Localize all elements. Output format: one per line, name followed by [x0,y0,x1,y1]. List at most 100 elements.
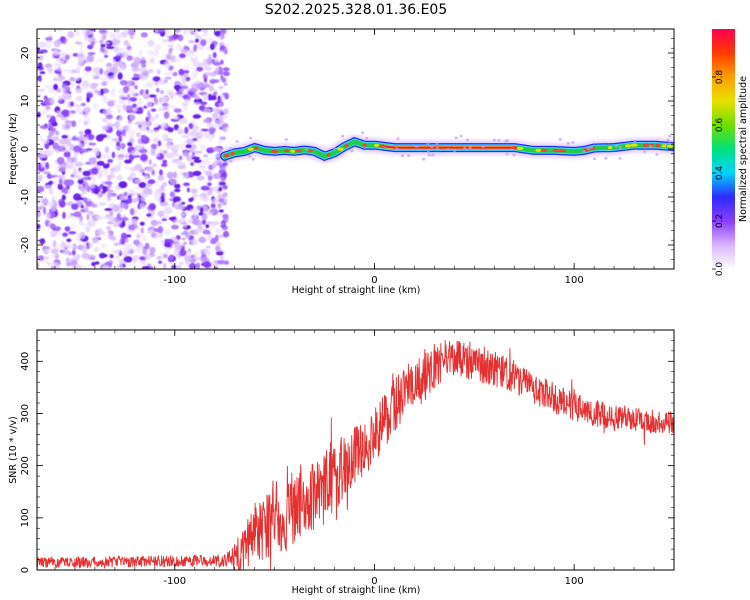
noise-speckle [113,242,121,246]
track-side-speckle [435,142,439,146]
noise-speckle [215,241,222,246]
noise-speckle [107,233,114,240]
noise-speckle [90,175,97,182]
noise-speckle [180,143,187,151]
snr-x-tick-label: -100 [163,576,186,587]
noise-speckle [171,264,177,269]
track-side-speckle [655,153,659,156]
noise-speckle [74,29,79,32]
noise-speckle [64,120,73,124]
noise-speckle [89,82,97,90]
noise-speckle [218,209,224,213]
noise-speckle [81,85,89,91]
noise-speckle [111,58,116,65]
noise-speckle [203,261,212,269]
noise-speckle [116,55,121,60]
noise-speckle-edge [219,97,223,102]
noise-speckle [117,72,123,80]
noise-speckle [52,240,57,248]
noise-speckle [58,80,62,84]
noise-speckle-edge [219,45,226,50]
noise-speckle [46,124,54,128]
noise-speckle [39,125,49,129]
track-hot-blob [379,144,386,148]
noise-speckle-edge [219,136,226,140]
noise-speckle [115,29,120,32]
noise-speckle [215,251,224,256]
noise-speckle [78,221,85,226]
track-side-speckle [468,146,472,150]
noise-speckle [80,102,87,107]
noise-speckle [124,159,132,164]
noise-speckle [44,84,53,89]
noise-speckle [135,146,143,150]
noise-speckle [160,122,166,130]
noise-speckle [41,157,47,161]
noise-speckle-edge [220,201,225,206]
noise-speckle [57,183,63,190]
noise-speckle [119,202,128,209]
noise-speckle [130,149,140,157]
noise-speckle [135,233,141,239]
noise-speckle [105,46,115,50]
noise-speckle [68,251,73,256]
noise-speckle [60,60,65,65]
noise-speckle [96,231,106,235]
noise-speckle [215,119,224,124]
noise-speckle [212,52,217,59]
noise-speckle [45,212,51,219]
noise-speckle [153,123,159,128]
noise-speckle [131,255,139,262]
noise-speckle [205,57,214,65]
noise-speckle [185,144,192,149]
noise-speckle [147,39,155,47]
noise-speckle [207,175,213,181]
noise-speckle [160,89,164,95]
noise-speckle [129,137,135,143]
noise-speckle [79,43,85,48]
noise-speckle [181,134,190,138]
noise-speckle [47,148,54,155]
track-side-speckle [435,147,440,150]
noise-speckle [122,86,129,94]
track-hot-blob [625,144,632,148]
noise-speckle [149,246,156,254]
noise-speckle [203,83,211,88]
noise-speckle [138,49,144,56]
noise-speckle [145,151,153,155]
noise-speckle [54,226,62,231]
noise-speckle [58,200,66,208]
noise-speckle [95,134,104,142]
noise-speckle [141,56,145,61]
noise-speckle [143,105,148,109]
noise-speckle [104,54,109,58]
noise-speckle [214,101,220,108]
track-side-speckle [668,142,672,145]
noise-speckle [101,265,110,269]
noise-speckle [116,175,122,182]
noise-speckle [72,164,76,169]
noise-speckle [190,188,198,194]
noise-speckle [207,134,214,142]
noise-speckle-edge [222,192,228,198]
noise-speckle [120,149,126,155]
noise-speckle [144,242,150,250]
noise-speckle [168,48,173,56]
noise-speckle [202,194,208,202]
noise-speckle [118,181,128,189]
noise-speckle [69,77,76,82]
noise-speckle [58,138,68,145]
noise-speckle [142,247,148,256]
track-hot-blob [326,153,331,157]
noise-speckle [205,71,211,76]
noise-speckle [149,116,156,122]
noise-speckle [60,89,64,93]
noise-speckle [140,227,145,234]
noise-speckle [100,243,108,248]
noise-speckle [171,158,177,164]
noise-speckle [42,206,47,215]
noise-speckle [60,36,65,43]
noise-speckle [217,203,222,209]
noise-speckle [158,187,166,192]
noise-speckle [73,145,82,153]
